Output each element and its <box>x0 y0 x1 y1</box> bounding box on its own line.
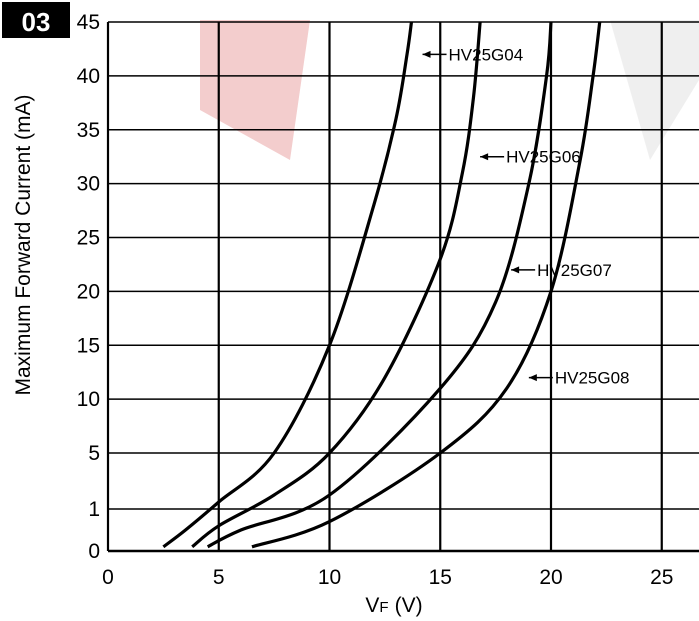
x-tick-label: 5 <box>213 566 225 589</box>
x-axis-title-unit: (V) <box>395 594 423 617</box>
grid <box>106 21 699 553</box>
x-tick-label: 0 <box>102 566 114 589</box>
series-labels: HV25G04 HV25G06 HV25G07 HV25G08 <box>422 45 630 388</box>
y-tick-label: 1 <box>88 498 100 521</box>
y-tick-label: 30 <box>77 173 100 196</box>
y-tick-label: 45 <box>77 11 100 34</box>
x-axis-title: VF (V) <box>365 594 422 617</box>
y-tick-label: 15 <box>77 334 100 357</box>
curves <box>162 21 602 549</box>
label-arrowhead <box>528 374 537 382</box>
watermark <box>200 20 699 160</box>
series-label: HV25G04 <box>449 45 524 64</box>
badge-text: 03 <box>22 7 51 37</box>
y-tick-label: 25 <box>77 227 100 250</box>
series-label: HV25G06 <box>506 148 581 167</box>
x-tick-label: 25 <box>650 566 673 589</box>
y-axis-title: Maximum Forward Current (mA) <box>12 94 35 395</box>
x-tick-label: 15 <box>429 566 452 589</box>
series-line-hv25g06 <box>191 21 482 549</box>
x-tick-label: 20 <box>539 566 562 589</box>
badge: 03 <box>2 2 70 38</box>
series-line-hv25g07 <box>206 21 553 549</box>
series-line-hv25g08 <box>251 21 602 549</box>
x-axis-title-main: V <box>365 594 379 617</box>
series-line-hv25g04 <box>162 21 414 549</box>
label-arrowhead <box>422 50 431 58</box>
label-arrowhead <box>511 266 520 274</box>
y-tick-label: 0 <box>88 540 100 563</box>
series-label: HV25G07 <box>537 261 612 280</box>
y-tick-label: 20 <box>77 280 100 303</box>
y-tick-label: 10 <box>77 388 100 411</box>
label-arrowhead <box>480 153 489 161</box>
y-tick-label: 5 <box>88 442 100 465</box>
x-tick-labels: 0 5 10 15 20 25 <box>102 566 673 589</box>
x-tick-label: 10 <box>318 566 341 589</box>
y-tick-label: 35 <box>77 119 100 142</box>
series-label: HV25G08 <box>555 369 630 388</box>
y-tick-label: 40 <box>77 65 100 88</box>
x-axis-title-sub: F <box>379 599 388 616</box>
